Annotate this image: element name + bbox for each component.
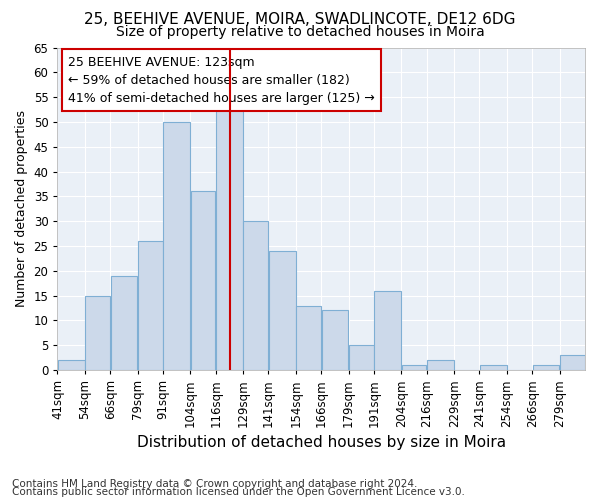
Bar	[216, 107, 243, 370]
Bar	[374, 290, 401, 370]
Bar	[322, 310, 349, 370]
Bar	[163, 122, 190, 370]
Bar	[85, 296, 110, 370]
Text: Contains HM Land Registry data © Crown copyright and database right 2024.: Contains HM Land Registry data © Crown c…	[12, 479, 418, 489]
Text: 25, BEEHIVE AVENUE, MOIRA, SWADLINCOTE, DE12 6DG: 25, BEEHIVE AVENUE, MOIRA, SWADLINCOTE, …	[84, 12, 516, 28]
Bar	[402, 365, 427, 370]
Y-axis label: Number of detached properties: Number of detached properties	[15, 110, 28, 308]
Bar	[269, 251, 296, 370]
Bar	[296, 306, 321, 370]
Bar	[427, 360, 454, 370]
Bar	[110, 276, 137, 370]
X-axis label: Distribution of detached houses by size in Moira: Distribution of detached houses by size …	[137, 435, 506, 450]
Bar	[191, 192, 215, 370]
Text: Size of property relative to detached houses in Moira: Size of property relative to detached ho…	[116, 25, 484, 39]
Bar	[244, 221, 268, 370]
Bar	[58, 360, 85, 370]
Text: 25 BEEHIVE AVENUE: 123sqm
← 59% of detached houses are smaller (182)
41% of semi: 25 BEEHIVE AVENUE: 123sqm ← 59% of detac…	[68, 56, 375, 104]
Bar	[480, 365, 506, 370]
Bar	[560, 355, 584, 370]
Bar	[533, 365, 559, 370]
Bar	[349, 345, 374, 370]
Text: Contains public sector information licensed under the Open Government Licence v3: Contains public sector information licen…	[12, 487, 465, 497]
Bar	[138, 241, 163, 370]
